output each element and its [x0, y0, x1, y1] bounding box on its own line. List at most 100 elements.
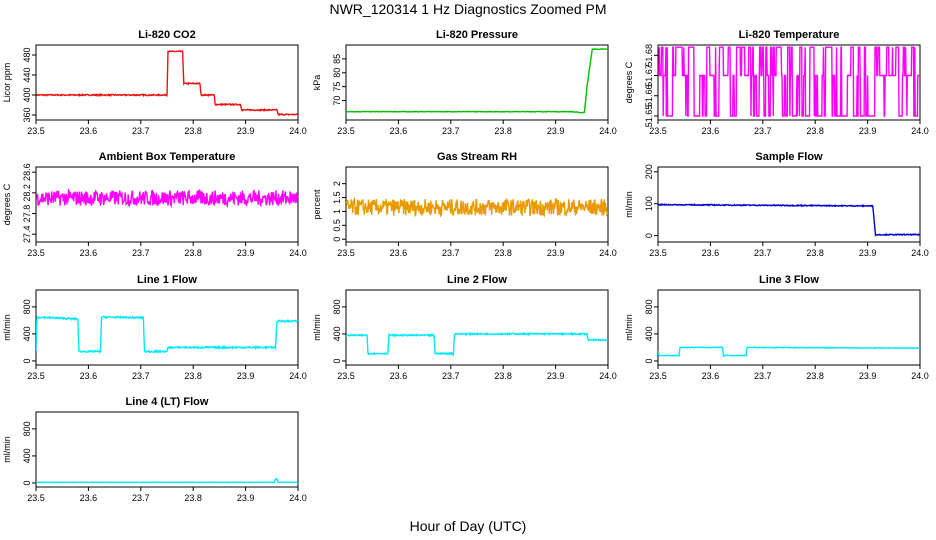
- x-tick-label: 24.0: [289, 371, 307, 381]
- y-tick-label: 2: [332, 181, 342, 186]
- x-tick-label: 23.9: [859, 371, 877, 381]
- panel-title: Li-820 CO2: [138, 29, 195, 41]
- x-tick-label: 24.0: [599, 371, 617, 381]
- panel-title: Line 1 Flow: [137, 274, 197, 286]
- x-tick-label: 23.7: [442, 248, 460, 258]
- x-tick-label: 23.7: [754, 371, 772, 381]
- panel-7: Line 1 Flow 23.5 23.6 23.7 23.8 23.9 24.0 0 400 8…: [2, 274, 307, 381]
- x-tick-label: 23.8: [806, 371, 824, 381]
- y-tick-label: 480: [22, 47, 32, 62]
- plot-frame: [35, 44, 299, 121]
- plot-frame: [657, 44, 921, 121]
- x-tick-label: 24.0: [599, 248, 617, 258]
- y-tick-label: 400: [22, 87, 32, 102]
- y-tick-label: 51.68: [644, 44, 654, 67]
- y-axis-label: ml/min: [2, 436, 12, 463]
- plot-frame: [35, 166, 299, 243]
- y-tick-label: 27.4: [22, 225, 32, 243]
- y-tick-label: 800: [644, 299, 654, 314]
- x-tick-label: 23.5: [27, 126, 45, 136]
- series-line: [346, 196, 608, 218]
- x-tick-label: 23.5: [27, 371, 45, 381]
- plot-frame: [345, 44, 609, 121]
- plot-frame: [35, 411, 299, 488]
- y-tick-label: 200: [644, 164, 654, 179]
- series-line: [36, 477, 298, 484]
- x-tick-label: 23.7: [132, 248, 150, 258]
- x-tick-label: 24.0: [289, 248, 307, 258]
- y-tick-label: 1: [332, 209, 342, 214]
- x-tick-label: 23.9: [547, 371, 565, 381]
- x-tick-label: 23.9: [547, 248, 565, 258]
- x-tick-label: 23.5: [27, 493, 45, 503]
- panel-3: Li-820 Temperature 23.5 23.6 23.7 23.8 23.9 24…: [624, 29, 929, 136]
- x-tick-label: 23.6: [80, 248, 98, 258]
- y-axis-label: kPa: [312, 75, 322, 91]
- panel-4: Ambient Box Temperature 23.5 23.6 23.7 23.8 2…: [2, 151, 307, 258]
- y-tick-label: 1.5: [332, 191, 342, 204]
- y-axis-label: ml/min: [624, 191, 634, 218]
- x-axis-label: Hour of Day (UTC): [409, 518, 527, 534]
- series-line: [36, 187, 298, 209]
- x-tick-label: 23.7: [442, 126, 460, 136]
- x-tick-label: 24.0: [289, 493, 307, 503]
- plot-frame: [657, 289, 921, 366]
- x-tick-label: 23.8: [184, 371, 202, 381]
- y-axis-label: ml/min: [624, 314, 634, 341]
- x-tick-label: 23.8: [494, 126, 512, 136]
- x-tick-label: 23.6: [702, 248, 720, 258]
- panel-6: Sample Flow 23.5 23.6 23.7 23.8 23.9 24.0 0 100 2…: [624, 151, 929, 258]
- y-axis-label: percent: [312, 189, 322, 220]
- x-tick-label: 23.6: [702, 126, 720, 136]
- y-tick-label: 0: [22, 480, 32, 485]
- x-tick-label: 23.9: [237, 371, 255, 381]
- x-tick-label: 23.6: [80, 493, 98, 503]
- y-tick-label: 100: [644, 196, 654, 211]
- x-tick-label: 23.6: [390, 371, 408, 381]
- series-line: [346, 48, 608, 114]
- y-tick-label: 51.65: [644, 105, 654, 128]
- panel-title: Gas Stream RH: [437, 151, 517, 163]
- x-tick-label: 23.5: [649, 126, 667, 136]
- series-line: [658, 46, 920, 117]
- panel-title: Line 4 (LT) Flow: [126, 396, 209, 408]
- y-tick-label: 27.8: [22, 205, 32, 223]
- y-tick-label: 800: [332, 299, 342, 314]
- x-tick-label: 23.5: [649, 371, 667, 381]
- panel-title: Sample Flow: [755, 151, 823, 163]
- y-axis-label: degrees C: [624, 61, 634, 103]
- x-tick-label: 23.6: [80, 371, 98, 381]
- y-axis-label: ml/min: [2, 314, 12, 341]
- figure-title: NWR_120314 1 Hz Diagnostics Zoomed PM: [329, 1, 607, 17]
- series-line: [658, 346, 920, 358]
- x-tick-label: 24.0: [911, 126, 929, 136]
- y-tick-label: 400: [22, 448, 32, 463]
- x-tick-label: 23.7: [754, 126, 772, 136]
- y-tick-label: 440: [22, 67, 32, 82]
- panel-title: Line 2 Flow: [447, 274, 507, 286]
- x-tick-label: 23.8: [184, 248, 202, 258]
- y-tick-label: 360: [22, 107, 32, 122]
- panel-8: Line 2 Flow 23.5 23.6 23.7 23.8 23.9 24.0 0 400 8…: [312, 274, 617, 381]
- x-tick-label: 23.7: [754, 248, 772, 258]
- y-tick-label: 800: [22, 299, 32, 314]
- x-tick-label: 23.9: [237, 126, 255, 136]
- x-tick-label: 23.8: [184, 126, 202, 136]
- x-tick-label: 23.9: [859, 126, 877, 136]
- plot-frame: [345, 166, 609, 243]
- y-axis-label: degrees C: [2, 183, 12, 225]
- x-tick-label: 23.6: [80, 126, 98, 136]
- series-line: [658, 203, 920, 238]
- y-tick-label: 0: [22, 358, 32, 363]
- panel-title: Li-820 Pressure: [436, 29, 518, 41]
- x-tick-label: 23.9: [547, 126, 565, 136]
- x-tick-label: 23.9: [859, 248, 877, 258]
- y-tick-label: 28.6: [22, 163, 32, 181]
- panel-title: Line 3 Flow: [759, 274, 819, 286]
- panel-title: Ambient Box Temperature: [99, 151, 236, 163]
- panel-1: Li-820 CO2 23.5 23.6 23.7 23.8 23.9 24.0 360 400…: [2, 29, 307, 136]
- y-tick-label: 28.2: [22, 184, 32, 202]
- x-tick-label: 23.6: [390, 248, 408, 258]
- y-tick-label: 75: [332, 82, 342, 92]
